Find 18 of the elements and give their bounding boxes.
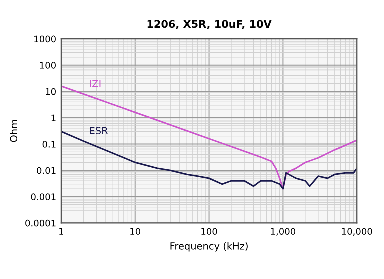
y-axis-title: Ohm (10, 120, 18, 142)
y-tick-label: 0.001 (31, 194, 56, 200)
x-tick-label: 1 (60, 228, 64, 235)
x-tick-label: 10 (130, 228, 141, 236)
y-tick-label: 0.1 (42, 141, 56, 148)
x-tick-label: 10,000 (342, 228, 372, 236)
chart-title: 1206, X5R, 10uF, 10V (148, 20, 272, 30)
series-label: IZI (90, 80, 101, 88)
y-tick-label: 0.01 (37, 167, 56, 174)
x-tick-label: 100 (202, 228, 218, 236)
y-tick-label: 100 (40, 62, 56, 69)
y-tick-label: 0.0001 (26, 220, 56, 227)
y-tick-label: 1 (52, 114, 56, 122)
series-label: ESR (90, 127, 108, 134)
x-tick-label: 1,000 (271, 228, 296, 236)
y-tick-label: 1000 (34, 36, 56, 43)
y-tick-label: 10 (46, 88, 56, 96)
x-axis-title: Frequency (kHz) (170, 242, 248, 252)
